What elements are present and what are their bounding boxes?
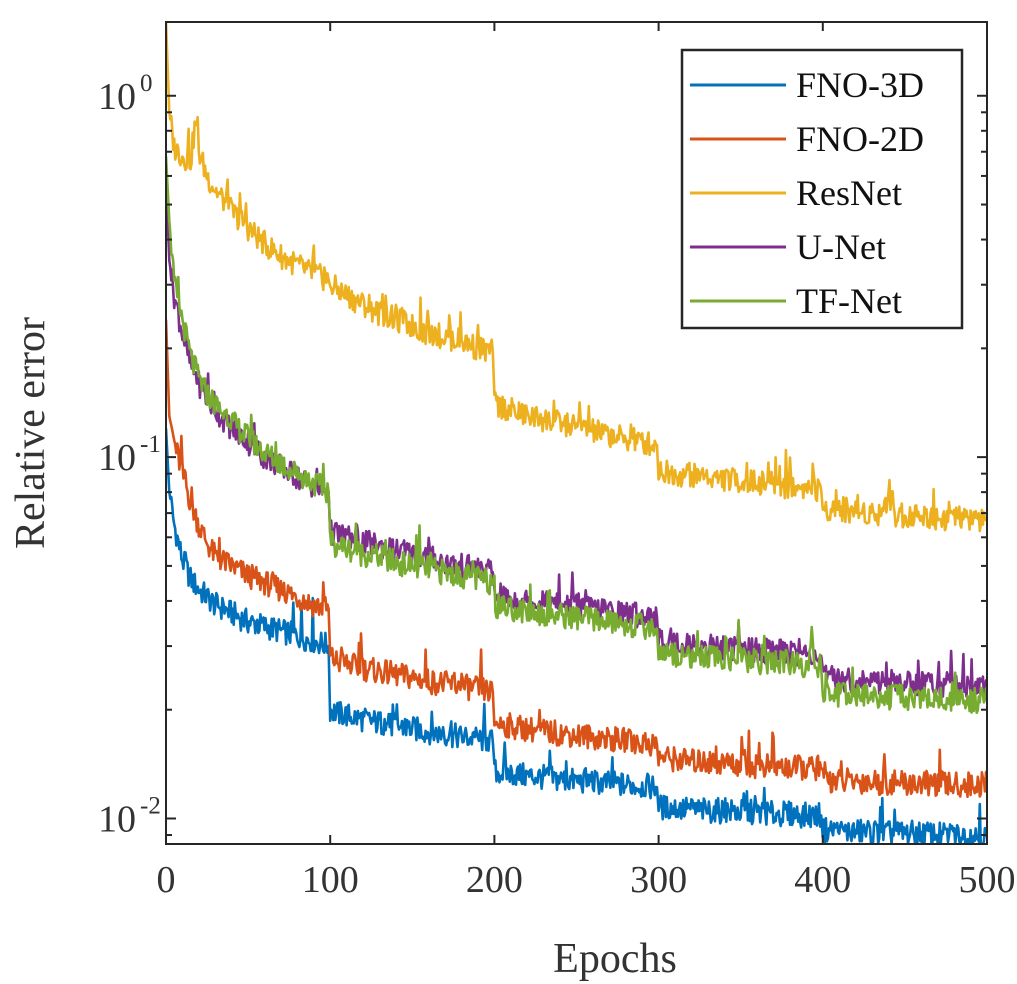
x-tick-label: 500 bbox=[959, 859, 1016, 901]
x-axis-label: Epochs bbox=[553, 936, 677, 982]
y-tick-label: 10 0 bbox=[98, 70, 153, 118]
y-axis-label: Relative error bbox=[8, 317, 54, 549]
series-line-tf-net bbox=[166, 156, 987, 715]
legend-label: ResNet bbox=[796, 173, 902, 213]
legend-label: TF-Net bbox=[796, 281, 902, 321]
x-tick-label: 300 bbox=[630, 859, 687, 901]
series-line-fno-3d bbox=[166, 428, 987, 844]
series-line-resnet bbox=[166, 22, 987, 533]
legend: FNO-3D FNO-2D ResNet U-Net TF-Net bbox=[680, 48, 964, 330]
x-tick-label: 100 bbox=[302, 859, 359, 901]
legend-box bbox=[680, 48, 964, 330]
y-tick-label: 10 -1 bbox=[98, 431, 161, 479]
series-line-fno-2d bbox=[166, 319, 987, 799]
y-tick-label: 10 -2 bbox=[98, 792, 161, 840]
plot-frame bbox=[165, 21, 988, 845]
legend-label: FNO-2D bbox=[796, 119, 924, 159]
series-layer bbox=[166, 22, 987, 844]
x-tick-label: 200 bbox=[466, 859, 523, 901]
x-tick-label: 0 bbox=[157, 859, 176, 901]
legend-label: FNO-3D bbox=[796, 65, 924, 105]
x-tick-labels: 0 100 200 300 400 500 bbox=[157, 859, 1016, 901]
x-tick-label: 400 bbox=[794, 859, 851, 901]
ticks-layer bbox=[165, 22, 988, 844]
legend-label: U-Net bbox=[796, 227, 886, 267]
